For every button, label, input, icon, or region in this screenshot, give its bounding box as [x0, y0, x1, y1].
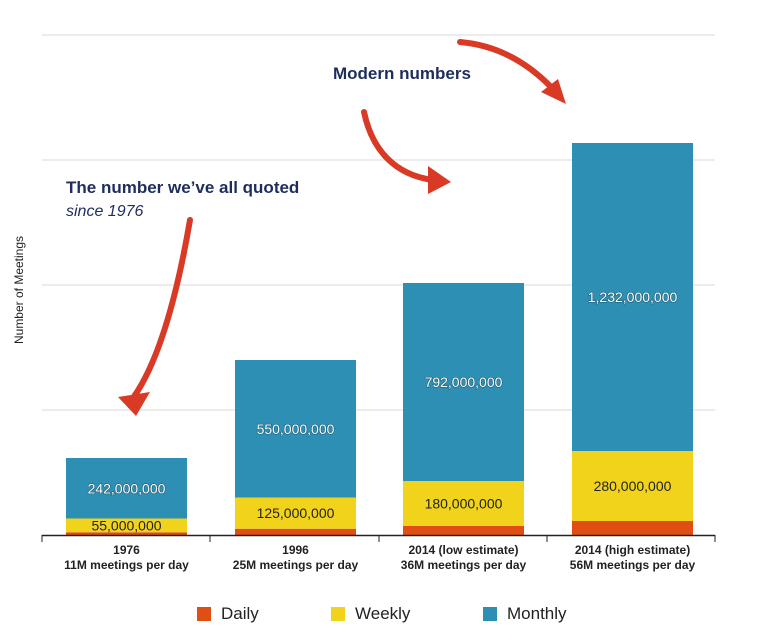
- data-label: 280,000,000: [594, 478, 672, 494]
- data-label: 180,000,000: [425, 496, 503, 512]
- legend-label-daily: Daily: [221, 604, 259, 623]
- arrow-quoted-icon-head: [118, 392, 150, 416]
- arrow-quoted-icon: [130, 217, 193, 401]
- annotation-quoted-subtitle: since 1976: [66, 203, 144, 220]
- x-tick-label: 2014 (low estimate): [408, 543, 518, 557]
- bar-segment-weekly: [235, 497, 356, 529]
- legend-swatch-weekly: [331, 607, 345, 621]
- bar-segment-daily: [572, 521, 693, 535]
- legend-item-weekly: Weekly: [331, 604, 410, 624]
- bar-segment-daily: [235, 528, 356, 535]
- x-tick-sublabel: 36M meetings per day: [401, 558, 527, 572]
- data-label: 792,000,000: [425, 374, 503, 390]
- bar-segment-weekly: [403, 481, 524, 526]
- data-label: 242,000,000: [88, 480, 166, 496]
- data-label: 125,000,000: [257, 505, 335, 521]
- x-tick-label: 1976: [113, 543, 140, 557]
- arrow-high-estimate-icon-head: [541, 79, 566, 104]
- x-tick-sublabel: 11M meetings per day: [64, 558, 189, 572]
- bar-segment-monthly: [403, 283, 524, 481]
- arrow-low-estimate-icon: [361, 109, 436, 183]
- legend-item-daily: Daily: [197, 604, 259, 624]
- x-tick-label: 2014 (high estimate): [575, 543, 690, 557]
- legend-label-weekly: Weekly: [355, 604, 411, 623]
- x-tick-label: 1996: [282, 543, 309, 557]
- bar-segment-daily: [66, 532, 187, 535]
- legend-swatch-monthly: [483, 607, 497, 621]
- arrow-low-estimate-icon-head: [428, 166, 451, 194]
- legend-label-monthly: Monthly: [507, 604, 567, 623]
- legend-item-monthly: Monthly: [483, 604, 567, 624]
- legend-swatch-daily: [197, 607, 211, 621]
- bar-segment-weekly: [66, 518, 187, 533]
- bar-segment-monthly: [66, 458, 187, 519]
- y-axis-label: Number of Meetings: [12, 235, 26, 345]
- x-tick-sublabel: 25M meetings per day: [233, 558, 359, 572]
- bar-segment-daily: [403, 526, 524, 535]
- annotation-modern-numbers: Modern numbers: [333, 64, 471, 83]
- legend: Daily Weekly Monthly: [0, 604, 759, 630]
- x-tick-sublabel: 56M meetings per day: [570, 558, 696, 572]
- arrow-high-estimate-icon: [457, 39, 555, 91]
- data-label: 1,232,000,000: [588, 289, 678, 305]
- data-label: 55,000,000: [91, 517, 161, 533]
- bar-segment-monthly: [235, 360, 356, 498]
- bar-segment-weekly: [572, 451, 693, 521]
- annotation-quoted-title: The number we’ve all quoted: [66, 178, 300, 197]
- data-label: 550,000,000: [257, 421, 335, 437]
- bar-segment-monthly: [572, 143, 693, 451]
